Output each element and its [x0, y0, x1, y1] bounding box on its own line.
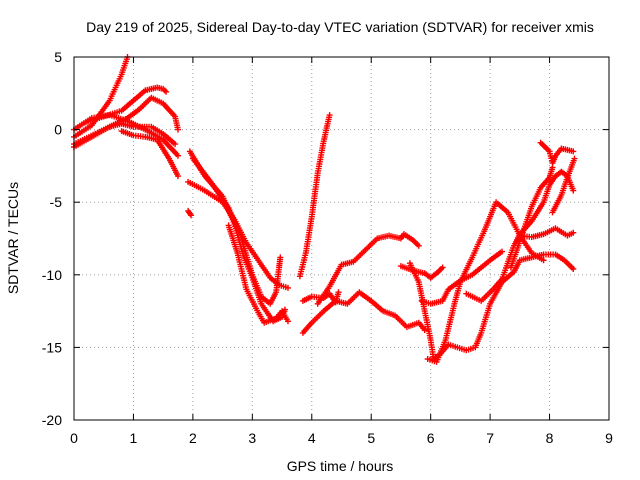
series-arc-11: [225, 222, 291, 326]
axis-ticks: [73, 56, 610, 421]
plot-frame: [73, 56, 610, 421]
y-tick-label: -10: [42, 267, 62, 283]
series-arc-17: [406, 251, 577, 362]
tick-labels: 0 1 2 3 4 5 6 7 8 9 -20 -15 -10 -5 0 5: [42, 49, 613, 446]
series-arc-21: [507, 164, 556, 271]
chart-title: Day 219 of 2025, Sidereal Day-to-day VTE…: [86, 19, 594, 35]
series-arc-6: [118, 128, 181, 180]
x-tick-label: 4: [308, 430, 316, 446]
series-arc-20: [463, 168, 577, 304]
x-tick-label: 3: [248, 430, 256, 446]
x-axis-label: GPS time / hours: [287, 458, 394, 474]
y-tick-label: -20: [42, 412, 62, 428]
series-arc-4: [82, 84, 170, 126]
x-tick-label: 9: [605, 430, 613, 446]
data-series-group: [71, 54, 578, 365]
series-arc-7: [185, 207, 195, 219]
x-tick-label: 2: [189, 430, 197, 446]
series-arc-18: [418, 248, 505, 307]
series-arc-14: [299, 289, 428, 336]
series-arc-16: [397, 263, 446, 281]
series-arc-19: [424, 199, 547, 365]
series-arc-12: [296, 112, 333, 280]
x-tick-label: 0: [70, 430, 78, 446]
x-tick-label: 8: [546, 430, 554, 446]
x-tick-label: 1: [130, 430, 138, 446]
series-arc-15: [314, 231, 422, 307]
grid: [74, 57, 609, 420]
y-tick-label: -5: [50, 194, 63, 210]
x-tick-label: 7: [486, 430, 494, 446]
series-arc-22: [516, 225, 577, 240]
series-arc-24: [549, 155, 578, 216]
y-axis-label: SDTVAR / TECUs: [5, 182, 21, 294]
y-tick-label: 5: [54, 49, 62, 65]
x-tick-label: 5: [367, 430, 375, 446]
y-tick-label: 0: [54, 122, 62, 138]
series-arc-10: [189, 155, 284, 307]
x-tick-label: 6: [427, 430, 435, 446]
y-tick-label: -15: [42, 339, 62, 355]
series-arc-23: [537, 139, 577, 166]
